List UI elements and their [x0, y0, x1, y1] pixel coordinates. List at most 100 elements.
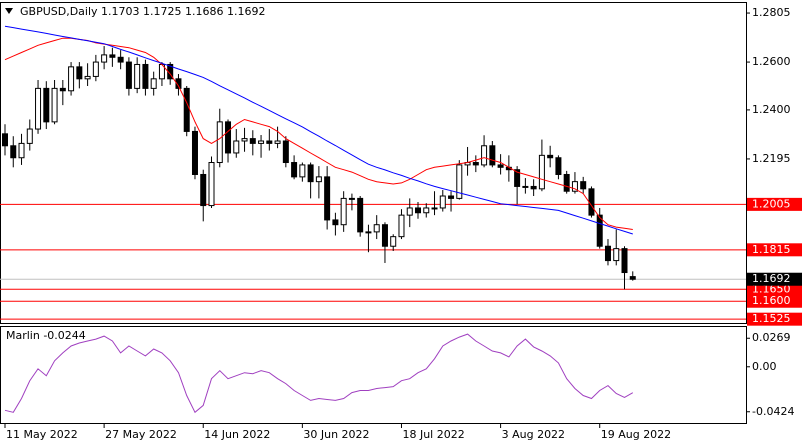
candle-body: [233, 140, 240, 154]
candle-body: [629, 276, 636, 280]
candle-body: [134, 63, 141, 89]
candle-body: [530, 185, 537, 190]
x-tick-label: 18 Jul 2022: [402, 428, 464, 441]
candle-body: [406, 207, 413, 216]
y-tick-label: 1.2600: [752, 55, 791, 68]
candle-body: [35, 87, 42, 130]
candle-body: [291, 162, 298, 178]
candle-body: [547, 154, 554, 159]
level-label: 1.1815: [752, 243, 791, 256]
candle-body: [51, 87, 58, 123]
level-label-box: [747, 282, 802, 296]
panel-menu-icon[interactable]: [5, 8, 13, 14]
moving-average-line: [4, 25, 633, 235]
level-label: 1.1525: [752, 312, 791, 325]
candle-body: [571, 181, 578, 192]
candle-body: [621, 248, 628, 274]
candle-body: [613, 248, 620, 262]
candle-body: [10, 145, 17, 159]
oscillator-title: Marlin -0.0244: [6, 329, 86, 342]
candle-body: [456, 164, 463, 199]
candle-body: [142, 63, 149, 89]
candle-body: [2, 133, 8, 147]
candle-body: [332, 219, 339, 226]
level-label-box: [747, 294, 802, 308]
x-tick-label: 27 May 2022: [105, 428, 177, 441]
candle-body: [216, 121, 223, 164]
candle-body: [514, 169, 521, 187]
oscillator-panel-frame: [0, 326, 747, 424]
level-label: 1.2005: [752, 197, 791, 210]
candle-body: [596, 214, 603, 247]
main-panel-frame: [0, 2, 747, 324]
candle-body: [439, 195, 446, 209]
candle-body: [357, 197, 364, 233]
y-tick-label: -0.0424: [752, 405, 794, 418]
candle-body: [200, 173, 207, 207]
candle-body: [448, 195, 455, 199]
candle-body: [315, 176, 322, 183]
candle-body: [472, 162, 479, 166]
chart-header: GBPUSD,Daily 1.1703 1.1725 1.1686 1.1692: [20, 5, 265, 18]
candle-body: [373, 224, 380, 233]
candle-body: [274, 140, 281, 144]
candle-body: [299, 164, 306, 178]
candle-body: [26, 128, 33, 144]
candle-body: [588, 188, 595, 216]
candle-body: [390, 236, 397, 247]
candle-body: [150, 78, 157, 89]
candle-body: [125, 61, 132, 89]
candle-body: [563, 173, 570, 192]
y-tick-label: 1.2400: [752, 103, 791, 116]
candle-body: [249, 138, 256, 144]
candle-body: [348, 197, 355, 200]
y-tick-label: 0.0269: [752, 331, 791, 344]
x-tick-label: 14 Jun 2022: [204, 428, 270, 441]
candle-body: [175, 78, 182, 89]
last-price-label: 1.1692: [752, 272, 791, 285]
x-tick-label: 3 Aug 2022: [502, 428, 565, 441]
x-tick-label: 11 May 2022: [6, 428, 78, 441]
candle-body: [266, 140, 273, 144]
candle-body: [208, 162, 215, 207]
candle-body: [497, 164, 504, 168]
candle-body: [538, 154, 545, 190]
level-label-box: [747, 197, 802, 211]
candle-body: [282, 140, 289, 164]
y-tick-label: 0.00: [752, 360, 777, 373]
candle-body: [481, 145, 488, 166]
candle-body: [84, 75, 91, 80]
candle-body: [191, 130, 198, 175]
candle-body: [324, 176, 331, 221]
moving-average-line: [4, 37, 633, 230]
candle-body: [365, 231, 372, 234]
candle-body: [522, 185, 529, 188]
level-label: 1.1600: [752, 294, 791, 307]
candle-body: [431, 207, 438, 210]
y-tick-label: 1.2195: [752, 152, 791, 165]
candle-body: [241, 138, 248, 142]
candle-body: [489, 145, 496, 166]
candle-body: [340, 197, 347, 226]
candle-body: [423, 207, 430, 214]
last-price-box: [747, 272, 802, 286]
candle-body: [398, 214, 405, 238]
candle-body: [76, 66, 83, 80]
candle-body: [307, 164, 314, 183]
candle-body: [604, 245, 611, 262]
candle-body: [68, 66, 75, 92]
x-tick-label: 30 Jun 2022: [303, 428, 369, 441]
candle-body: [101, 54, 108, 63]
candle-body: [555, 157, 562, 175]
candle-body: [43, 87, 50, 123]
x-tick-label: 19 Aug 2022: [601, 428, 671, 441]
candle-body: [109, 54, 116, 58]
oscillator-line: [4, 333, 634, 414]
candle-body: [59, 87, 66, 92]
candle-body: [225, 121, 232, 154]
candle-body: [415, 207, 421, 214]
candle-body: [381, 224, 388, 247]
candle-body: [258, 140, 265, 144]
level-label-box: [747, 312, 802, 326]
